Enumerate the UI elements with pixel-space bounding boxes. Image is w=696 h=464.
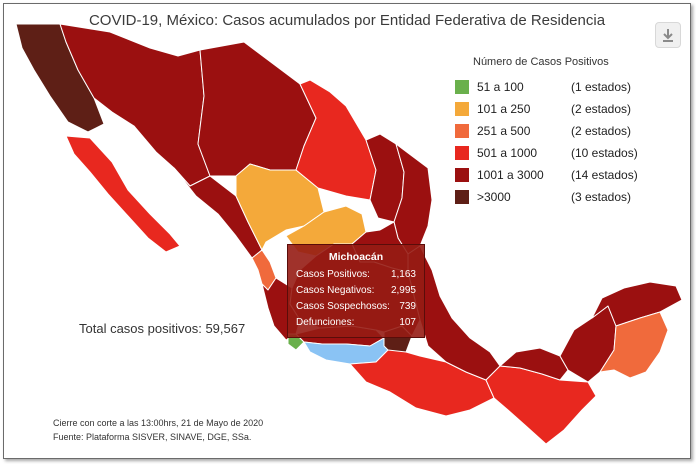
state-quintana-roo[interactable] <box>599 311 669 379</box>
legend-item[interactable]: 1001 a 3000 (14 estados) <box>455 164 655 186</box>
legend-swatch <box>455 102 469 116</box>
legend-count: (10 estados) <box>571 146 638 160</box>
state-baja-california-sur[interactable] <box>65 135 181 253</box>
legend-count: (3 estados) <box>571 190 632 204</box>
legend-swatch <box>455 80 469 94</box>
tooltip-value: 107 <box>399 317 416 328</box>
tooltip-value: 2,995 <box>390 285 416 296</box>
state-tooltip: Michoacán Casos Positivos: 1,163 Casos N… <box>287 244 425 338</box>
legend-range: 101 a 250 <box>477 102 531 116</box>
map-title: COVID-19, México: Casos acumulados por E… <box>88 12 606 29</box>
tooltip-value: 1,163 <box>390 269 416 280</box>
legend-range: >3000 <box>477 190 511 204</box>
legend-count: (2 estados) <box>571 124 632 138</box>
legend-swatch <box>455 124 469 138</box>
legend-count: (1 estados) <box>571 80 632 94</box>
legend-swatch <box>455 146 469 160</box>
legend-count: (2 estados) <box>571 102 632 116</box>
legend-item[interactable]: 101 a 250 (2 estados) <box>455 98 655 120</box>
legend: Número de Casos Positivos 51 a 100 (1 es… <box>455 56 655 208</box>
tooltip-row: Casos Positivos: 1,163 <box>288 267 424 283</box>
legend-range: 501 a 1000 <box>477 146 538 160</box>
legend-swatch <box>455 168 469 182</box>
legend-count: (14 estados) <box>571 168 638 182</box>
total-positive-cases: Total casos positivos: 59,567 <box>79 321 246 336</box>
download-button[interactable] <box>655 22 681 48</box>
tooltip-label: Defunciones: <box>296 317 355 328</box>
source-note: Fuente: Plataforma SISVER, SINAVE, DGE, … <box>53 432 252 442</box>
legend-range: 1001 a 3000 <box>477 168 544 182</box>
cutoff-note: Cierre con corte a las 13:00hrs, 21 de M… <box>53 418 264 428</box>
legend-title: Número de Casos Positivos <box>473 56 609 68</box>
tooltip-value: 739 <box>399 301 416 312</box>
legend-range: 251 a 500 <box>477 124 531 138</box>
legend-item[interactable]: 251 a 500 (2 estados) <box>455 120 655 142</box>
tooltip-row: Casos Negativos: 2,995 <box>288 283 424 299</box>
state-chihuahua[interactable] <box>197 41 317 177</box>
state-yucatan[interactable] <box>591 281 683 327</box>
tooltip-row: Casos Sospechosos: 739 <box>288 299 424 315</box>
tooltip-state-name: Michoacán <box>328 251 384 263</box>
legend-range: 51 a 100 <box>477 80 524 94</box>
tooltip-label: Casos Positivos: <box>296 269 370 280</box>
state-chiapas[interactable] <box>485 365 597 445</box>
download-icon <box>663 29 673 42</box>
legend-swatch <box>455 190 469 204</box>
legend-item[interactable]: 51 a 100 (1 estados) <box>455 76 655 98</box>
tooltip-row: Defunciones: 107 <box>288 315 424 331</box>
legend-item[interactable]: >3000 (3 estados) <box>455 186 655 208</box>
legend-item[interactable]: 501 a 1000 (10 estados) <box>455 142 655 164</box>
tooltip-label: Casos Negativos: <box>296 285 375 296</box>
tooltip-label: Casos Sospechosos: <box>296 301 390 312</box>
